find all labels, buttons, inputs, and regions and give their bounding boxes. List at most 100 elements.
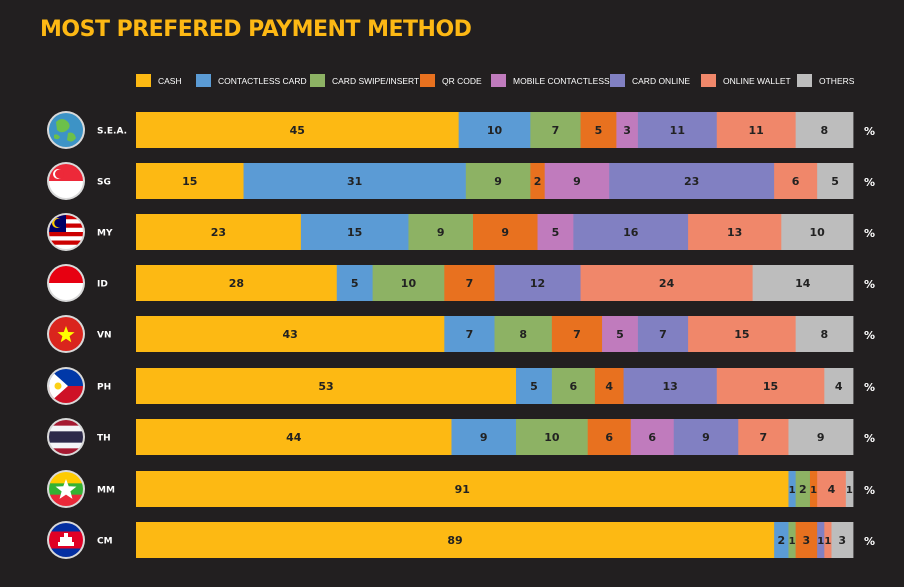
percent-label: % xyxy=(864,484,875,497)
data-label: 6 xyxy=(570,380,578,393)
data-label: 9 xyxy=(437,226,445,239)
thailand-flag-icon xyxy=(47,418,85,456)
bar-segment xyxy=(623,368,718,404)
data-label: 53 xyxy=(318,380,333,393)
bar-segment xyxy=(795,112,854,148)
legend-swatch xyxy=(420,74,435,87)
bar-segment xyxy=(537,214,574,250)
legend-label: QR CODE xyxy=(442,75,482,86)
data-label: 28 xyxy=(229,277,244,290)
singapore-flag-icon xyxy=(47,162,85,200)
bar-segment xyxy=(824,368,854,404)
data-label: 9 xyxy=(573,175,581,188)
data-label: 8 xyxy=(519,328,527,341)
bar-segment xyxy=(616,112,639,148)
bar-segment xyxy=(243,163,467,199)
data-label: 44 xyxy=(286,431,302,444)
data-label: 13 xyxy=(727,226,742,239)
bar-segment xyxy=(444,316,495,352)
bar-segment xyxy=(795,522,818,558)
data-label: 5 xyxy=(831,175,839,188)
bar-segment xyxy=(136,368,517,404)
legend-item: CARD SWIPE/INSERT xyxy=(310,74,419,87)
data-label: 10 xyxy=(487,124,503,137)
bar-segment xyxy=(472,214,538,250)
legend-item: ONLINE WALLET xyxy=(701,74,791,87)
data-label: 2 xyxy=(534,175,542,188)
bar-segment xyxy=(494,316,553,352)
percent-label: % xyxy=(864,176,875,189)
bar-segment xyxy=(809,471,818,507)
bar-segment xyxy=(136,112,460,148)
myanmar-flag-icon xyxy=(47,470,85,508)
bar-segment xyxy=(300,214,409,250)
bar-segment xyxy=(573,214,689,250)
country-label: VN xyxy=(97,331,112,341)
bar-segment xyxy=(530,163,546,199)
data-label: 1 xyxy=(810,485,817,496)
data-label: 13 xyxy=(663,380,678,393)
bar-segment xyxy=(530,112,581,148)
data-label: 23 xyxy=(684,175,699,188)
bar-segment xyxy=(752,265,854,301)
legend-item: CONTACTLESS CARD xyxy=(196,74,307,87)
bar-segment xyxy=(136,522,775,558)
bar-segment xyxy=(136,419,452,455)
legend-swatch xyxy=(701,74,716,87)
data-label: 4 xyxy=(835,380,843,393)
bar-row: VN 43 7 8 7 5 7 15 8% xyxy=(47,315,875,353)
data-label: 4 xyxy=(828,483,836,496)
bar-segment xyxy=(831,522,854,558)
data-label: 6 xyxy=(792,175,800,188)
bar-row: MM 91 1 2 1 4 1% xyxy=(47,470,875,508)
data-label: 2 xyxy=(777,534,785,547)
legend-swatch xyxy=(797,74,812,87)
data-label: 5 xyxy=(595,124,603,137)
percent-label: % xyxy=(864,381,875,394)
country-label: SG xyxy=(97,178,111,188)
data-label: 7 xyxy=(552,124,560,137)
data-label: 6 xyxy=(605,431,613,444)
percent-label: % xyxy=(864,125,875,138)
data-label: 7 xyxy=(659,328,667,341)
legend-item: CARD ONLINE xyxy=(610,74,690,87)
bar-segment xyxy=(136,163,244,199)
data-label: 5 xyxy=(351,277,359,290)
bar-segment xyxy=(544,163,610,199)
data-label: 10 xyxy=(544,431,560,444)
bar-segment xyxy=(795,316,854,352)
bar-segment xyxy=(336,265,374,301)
data-label: 16 xyxy=(623,226,639,239)
bar-segment xyxy=(136,265,338,301)
indonesia-flag-icon xyxy=(47,264,85,302)
country-label: CM xyxy=(97,537,113,547)
percent-label: % xyxy=(864,278,875,291)
data-label: 11 xyxy=(749,124,764,137)
legend-swatch xyxy=(491,74,506,87)
data-label: 5 xyxy=(616,328,624,341)
data-label: 12 xyxy=(530,277,545,290)
bar-segment xyxy=(408,214,474,250)
data-label: 7 xyxy=(466,277,474,290)
data-label: 9 xyxy=(480,431,488,444)
cambodia-flag-icon xyxy=(47,521,85,559)
data-label: 2 xyxy=(799,483,807,496)
bar-segment xyxy=(788,522,797,558)
data-label: 3 xyxy=(803,534,811,547)
bar-row: PH 53 5 6 4 13 15 4% xyxy=(47,367,875,405)
bar-row: MY 23 15 9 9 5 16 13 10% xyxy=(47,213,875,251)
bar-segment xyxy=(788,419,854,455)
vietnam-flag-icon xyxy=(47,315,85,353)
data-label: 9 xyxy=(817,431,825,444)
bar-segment xyxy=(795,471,811,507)
bar-segment xyxy=(688,316,797,352)
bar-segment xyxy=(494,265,581,301)
data-label: 11 xyxy=(670,124,685,137)
bar-segment xyxy=(580,112,617,148)
bar-segment xyxy=(602,316,639,352)
legend-swatch xyxy=(196,74,211,87)
data-label: 31 xyxy=(347,175,362,188)
data-label: 10 xyxy=(401,277,417,290)
data-label: 5 xyxy=(530,380,538,393)
data-label: 9 xyxy=(702,431,710,444)
